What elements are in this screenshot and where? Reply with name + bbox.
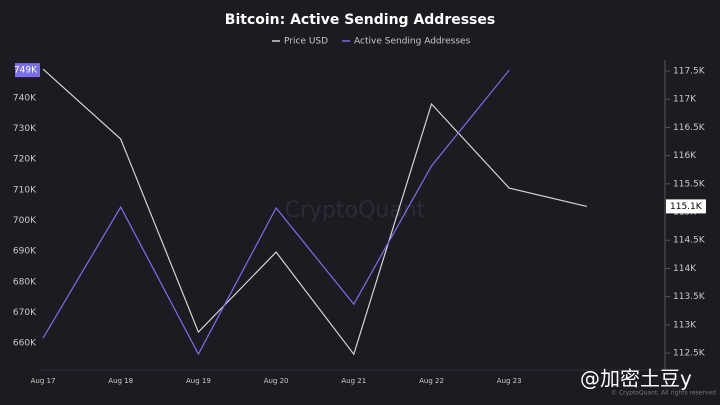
y-tick-label: 660K <box>13 339 37 349</box>
y2-tick-label: 114K <box>673 264 697 274</box>
y-tick-label: 670K <box>13 308 37 318</box>
x-tick-label: Aug 19 <box>186 377 211 385</box>
y-tick-label: 720K <box>13 155 37 165</box>
x-tick-label: Aug 17 <box>31 377 56 385</box>
y2-tick-label: 113.5K <box>673 292 706 302</box>
watermark: CryptoQuant <box>285 198 426 223</box>
last-value-box <box>666 199 706 214</box>
y-tick-label: 730K <box>13 124 37 134</box>
y2-tick-label: 117K <box>673 95 697 105</box>
y-tick-label: 680K <box>13 277 37 287</box>
x-tick-label: Aug 23 <box>497 377 522 385</box>
y-tick-label: 700K <box>13 216 37 226</box>
x-tick-label: Aug 22 <box>419 377 444 385</box>
y2-tick-label: 116.5K <box>673 123 706 133</box>
copyright: © CryptoQuant. All rights reserved <box>611 390 716 397</box>
y2-tick-label: 116K <box>673 151 697 161</box>
x-tick-label: Aug 20 <box>264 377 289 385</box>
last-value-box <box>15 63 40 78</box>
y-tick-label: 740K <box>13 93 37 103</box>
y2-tick-label: 115.5K <box>673 179 706 189</box>
x-tick-label: Aug 21 <box>341 377 366 385</box>
y2-tick-label: 112.5K <box>673 349 706 359</box>
legend-label: Price USD <box>284 37 328 47</box>
y-tick-label: 690K <box>13 247 37 257</box>
last-value-label: 749K <box>14 66 38 76</box>
legend-label: Active Sending Addresses <box>354 37 471 47</box>
last-value-label: 115.1K <box>670 202 703 212</box>
overlay-text: @加密土豆y <box>580 367 692 391</box>
series-line <box>42 69 510 356</box>
y2-tick-label: 114.5K <box>673 236 706 246</box>
series-line <box>42 68 588 356</box>
y2-tick-label: 117.5K <box>673 67 706 77</box>
x-tick-label: Aug 18 <box>108 377 133 385</box>
chart-title: Bitcoin: Active Sending Addresses <box>225 12 495 28</box>
y-tick-label: 710K <box>13 185 37 195</box>
y2-tick-label: 113K <box>673 320 697 330</box>
